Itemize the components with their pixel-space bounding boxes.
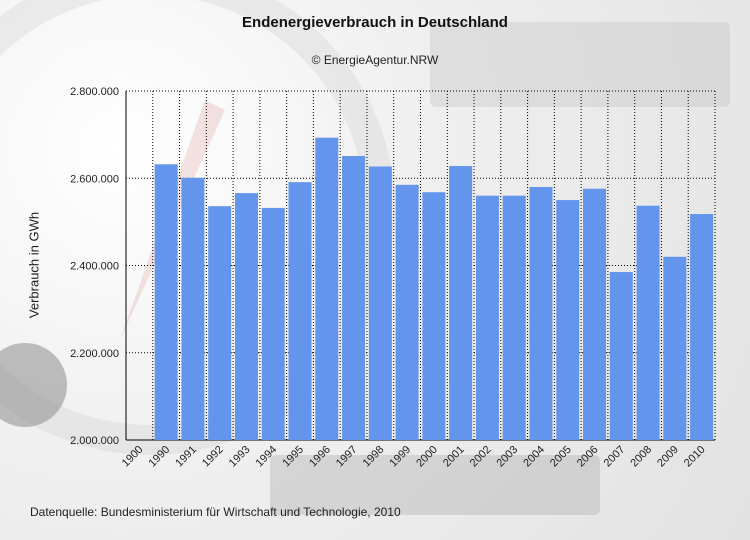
- bar-1991: [181, 177, 205, 440]
- x-tick-layer: 1900 1990 1991 1992 1993 1994 1995 1996 1997 1998…: [120, 444, 708, 470]
- x-tick-label: 1991: [173, 444, 199, 470]
- x-tick-label: 2000: [414, 444, 440, 470]
- bar-1994: [261, 207, 285, 440]
- x-tick-label: 1990: [146, 444, 172, 470]
- x-tick-label: 2005: [548, 444, 574, 470]
- bar-2008: [636, 205, 660, 440]
- y-tick-label: 2.200.000: [70, 348, 119, 360]
- bar-2002: [475, 195, 499, 440]
- x-tick-label: 1995: [280, 444, 306, 470]
- x-tick-label: 2002: [468, 444, 494, 470]
- x-tick-label: 1992: [200, 444, 226, 470]
- meter-counter-top: [430, 22, 730, 107]
- bar-2001: [449, 166, 473, 440]
- x-tick-label: 2008: [628, 444, 654, 470]
- bar-1999: [395, 184, 419, 440]
- bar-1998: [368, 166, 392, 440]
- bar-2005: [556, 200, 580, 440]
- chart-title: Endenergieverbrauch in Deutschland: [242, 14, 508, 31]
- bar-2003: [502, 195, 526, 440]
- y-tick-label: 2.600.000: [70, 173, 119, 185]
- x-tick-label: 1993: [227, 444, 253, 470]
- x-tick-label: 2004: [521, 444, 547, 470]
- y-tick-label: 2.400.000: [70, 261, 119, 273]
- bar-1995: [288, 182, 312, 440]
- x-tick-label: 2006: [575, 444, 601, 470]
- x-tick-label: 2003: [495, 444, 521, 470]
- y-tick-label: 2.800.000: [70, 86, 119, 98]
- x-tick-label: 1996: [307, 444, 333, 470]
- bar-2000: [422, 192, 446, 440]
- x-tick-label: 2010: [682, 444, 708, 470]
- y-tick-layer: 2.000.000 2.200.000 2.400.000 2.600.000 2.80…: [70, 86, 119, 447]
- x-tick-label: 1997: [334, 444, 360, 470]
- meter-counter-bottom: [270, 455, 600, 515]
- x-tick-label: 2009: [655, 444, 681, 470]
- bar-2010: [690, 214, 714, 440]
- x-tick-label: 2007: [602, 444, 628, 470]
- bar-layer: [154, 137, 714, 441]
- x-tick-label: 2001: [441, 444, 467, 470]
- bar-1993: [234, 193, 258, 440]
- y-tick-label: 2.000.000: [70, 435, 119, 447]
- meter-knob: [0, 343, 67, 427]
- x-tick-label: 1900: [120, 444, 146, 470]
- bar-1996: [315, 137, 339, 440]
- bar-1990: [154, 164, 178, 441]
- x-tick-label: 1999: [387, 444, 413, 470]
- x-tick-label: 1998: [361, 444, 387, 470]
- bar-1992: [208, 206, 232, 440]
- data-source: Datenquelle: Bundesministerium für Wirts…: [30, 505, 401, 519]
- copyright-notice: © EnergieAgentur.NRW: [311, 53, 439, 67]
- bar-2009: [663, 256, 687, 440]
- bar-2006: [583, 188, 607, 440]
- x-tick-label: 1994: [254, 444, 280, 470]
- bar-2004: [529, 186, 553, 440]
- bar-2007: [609, 272, 633, 440]
- bar-1997: [342, 156, 366, 440]
